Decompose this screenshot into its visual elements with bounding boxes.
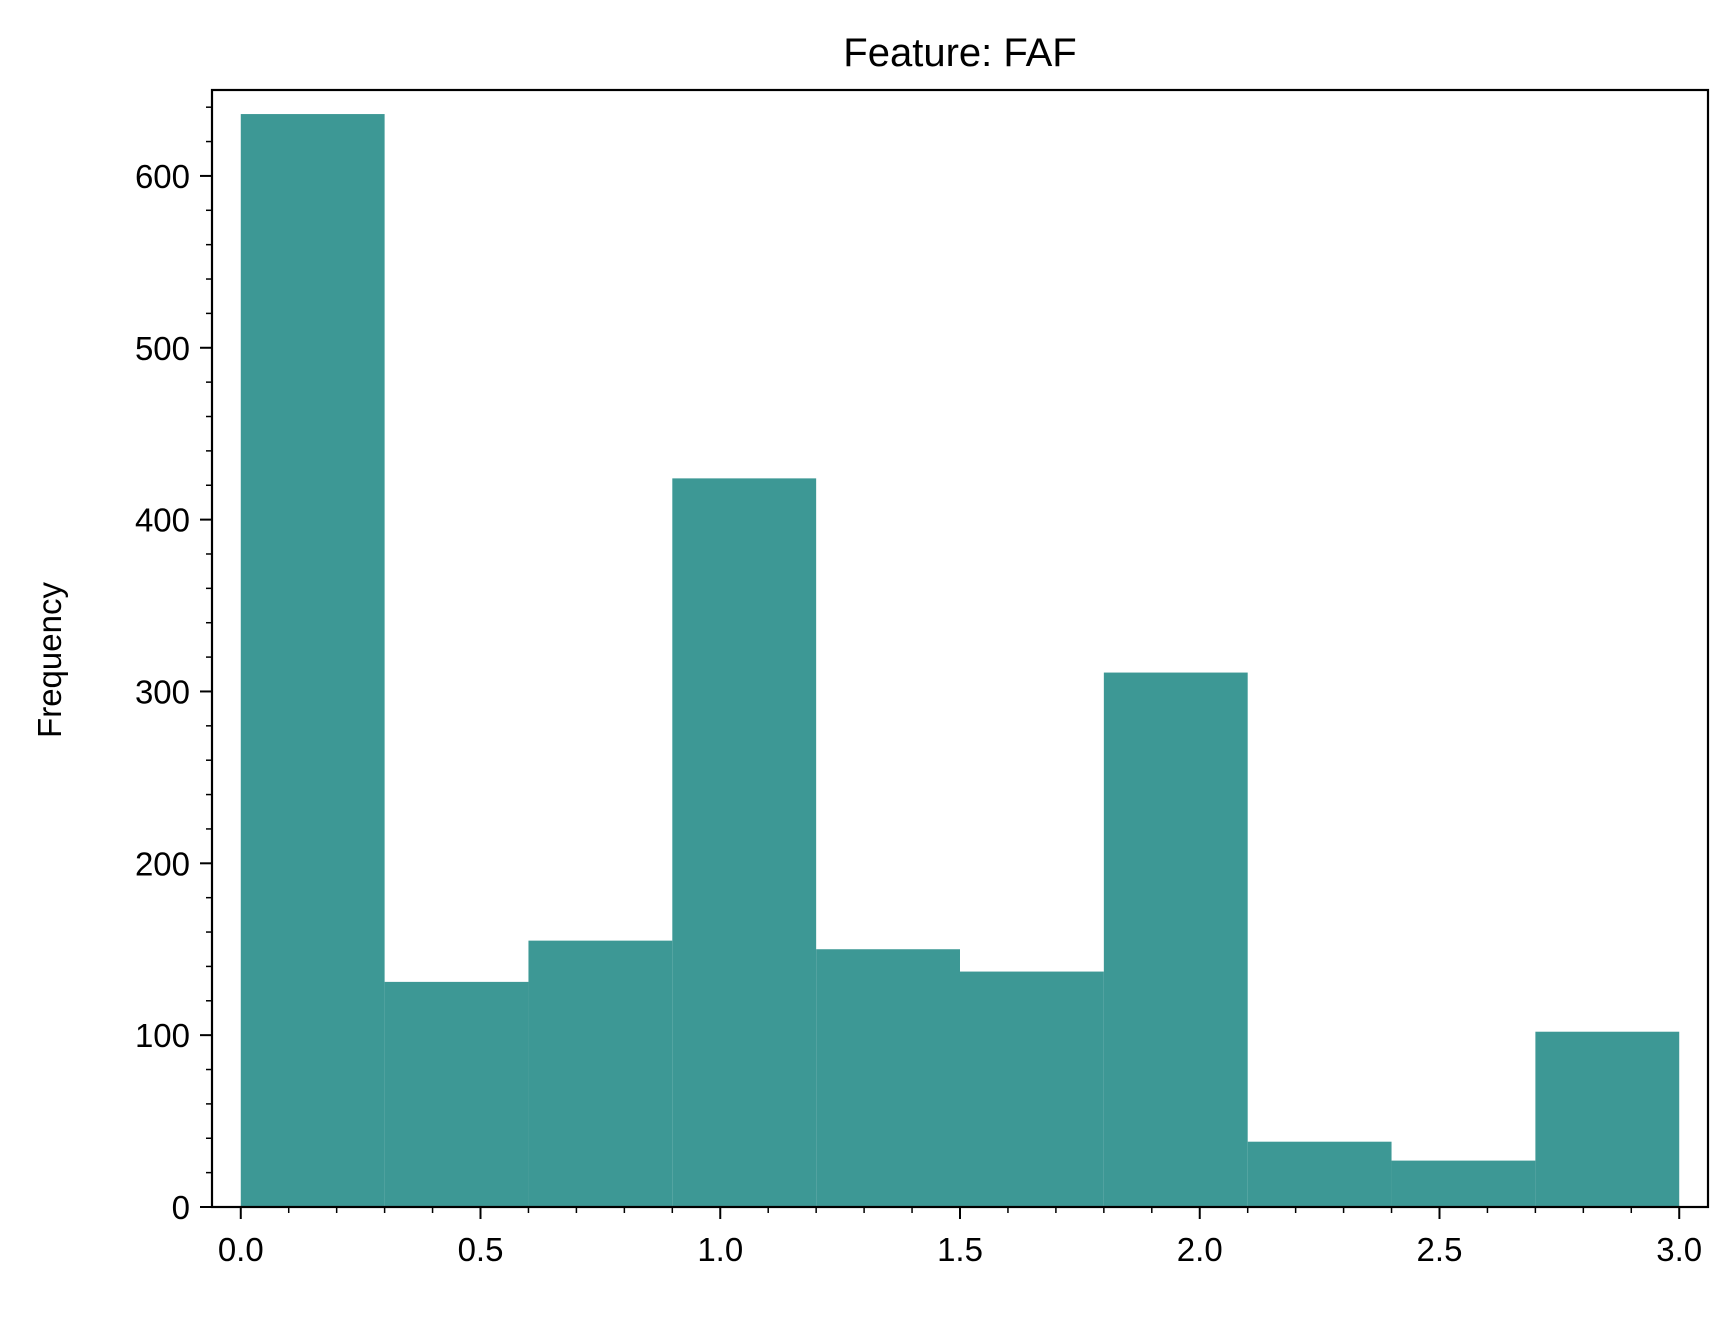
histogram-bar-7 — [1103, 672, 1248, 1207]
bars-group — [240, 114, 1680, 1207]
x-tick-label: 1.5 — [937, 1231, 983, 1268]
histogram-bar-6 — [960, 971, 1104, 1207]
histogram-bar-8 — [1247, 1141, 1392, 1207]
y-tick-label: 500 — [135, 330, 190, 367]
y-tick-label: 200 — [135, 845, 190, 882]
y-tick-label: 300 — [135, 673, 190, 710]
histogram-bar-10 — [1535, 1031, 1680, 1207]
histogram-bar-2 — [384, 981, 529, 1207]
x-tick-label: 2.5 — [1417, 1231, 1463, 1268]
y-tick-label: 600 — [135, 158, 190, 195]
histogram-bar-9 — [1391, 1160, 1536, 1207]
y-tick-label: 0 — [172, 1189, 190, 1226]
histogram-bar-4 — [672, 478, 817, 1207]
x-tick-label: 0.5 — [458, 1231, 504, 1268]
x-tick-label: 0.0 — [218, 1231, 264, 1268]
ticks-group: 0.0 0.5 1.0 1.5 2.0 2.5 3.0 0 100 200 300 400 500 600 — [135, 106, 1702, 1268]
x-tick-label: 3.0 — [1656, 1231, 1702, 1268]
x-tick-label: 2.0 — [1177, 1231, 1223, 1268]
y-tick-label: 400 — [135, 502, 190, 539]
plot-frame — [210, 88, 1710, 1209]
histogram-bar-5 — [816, 949, 960, 1207]
y-axis-label: Frequency — [31, 582, 68, 738]
x-tick-label: 1.0 — [697, 1231, 743, 1268]
y-tick-label: 100 — [135, 1017, 190, 1054]
chart-title: Feature: FAF — [843, 31, 1076, 75]
histogram-bar-3 — [528, 940, 673, 1207]
histogram-bar-1 — [240, 114, 385, 1207]
